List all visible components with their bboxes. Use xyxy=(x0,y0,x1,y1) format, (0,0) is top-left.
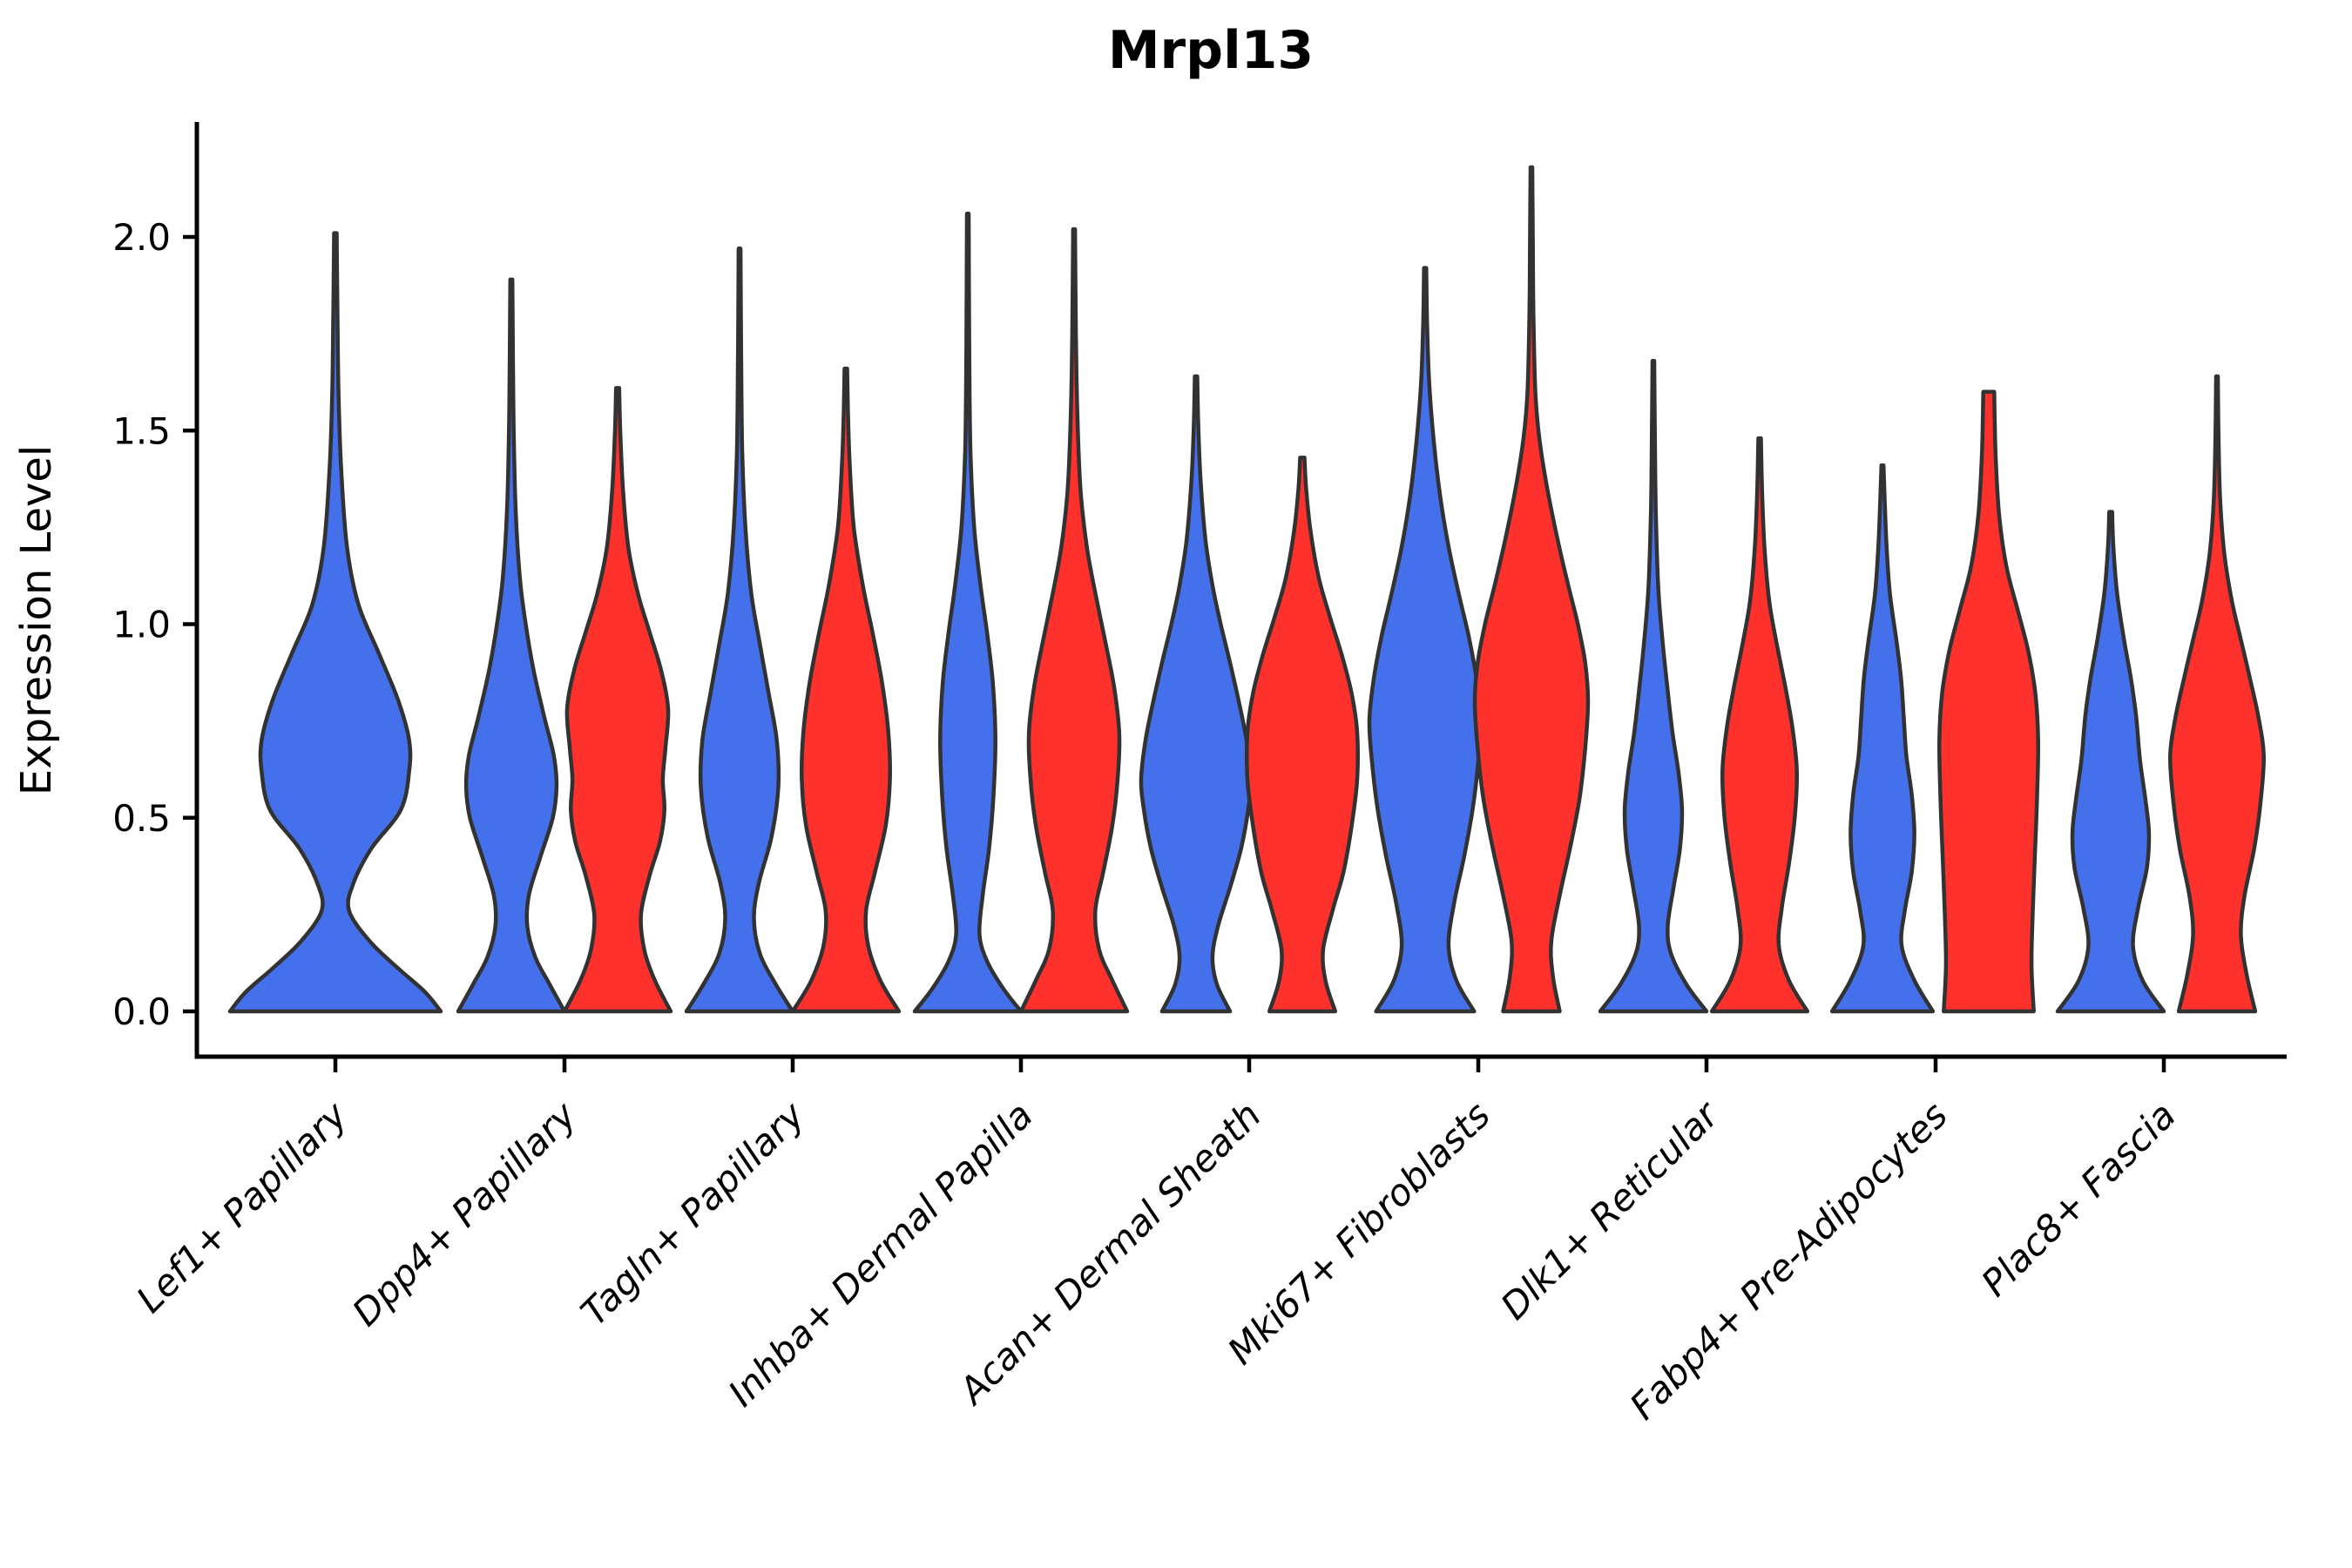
x-tick-label: Plac8+ Fascia xyxy=(1973,1093,2184,1304)
violin-dlk1-red xyxy=(1709,436,1810,1014)
violin-acan-red xyxy=(1245,456,1360,1014)
x-tick-label: Dlk1+ Reticular xyxy=(1492,1092,1728,1328)
violin-acan-blue xyxy=(1139,374,1254,1014)
y-tick-label: 1.5 xyxy=(112,409,171,452)
violin-fabp4-red xyxy=(1936,389,2041,1014)
violin-inhba-red xyxy=(1018,226,1130,1014)
violin-mki67-red xyxy=(1472,165,1591,1014)
y-tick-label: 1.0 xyxy=(112,604,171,646)
violin-mki67-blue xyxy=(1367,266,1484,1014)
plot-title: Mrpl13 xyxy=(1108,20,1314,81)
violin-dpp4-blue xyxy=(456,277,567,1014)
violin-fabp4-blue xyxy=(1829,463,1936,1014)
violin-tagln-blue xyxy=(684,247,795,1014)
violin-plac8-red xyxy=(2168,374,2266,1014)
x-tick-label: Lef1+ Papillary xyxy=(128,1093,356,1321)
x-tick-label: Mki67+ Fibroblasts xyxy=(1220,1093,1498,1372)
violin-plac8-blue xyxy=(2055,510,2166,1014)
y-tick-label: 2.0 xyxy=(112,216,171,259)
x-tick-label: Dpp4+ Papillary xyxy=(344,1093,585,1335)
violin-lef1-blue xyxy=(227,231,443,1014)
x-tick-label: Tagln+ Papillary xyxy=(572,1093,814,1335)
violin-tagln-red xyxy=(790,366,902,1014)
violin-dpp4-red xyxy=(562,386,673,1014)
violin-dlk1-blue xyxy=(1598,358,1709,1014)
y-axis-label: Expression Level xyxy=(12,445,61,796)
y-tick-label: 0.5 xyxy=(112,797,171,840)
violin-inhba-blue xyxy=(912,212,1024,1014)
y-tick-label: 0.0 xyxy=(112,990,171,1033)
